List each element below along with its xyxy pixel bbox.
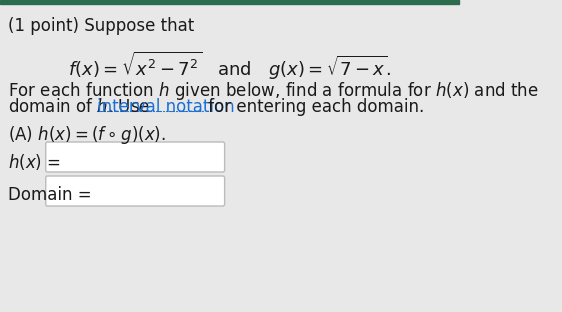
Text: $h(x)$ =: $h(x)$ = <box>8 152 61 172</box>
Bar <box>0 0 459 4</box>
FancyBboxPatch shape <box>46 176 225 206</box>
Text: domain of $h$. Use: domain of $h$. Use <box>8 98 151 116</box>
Text: (1 point) Suppose that: (1 point) Suppose that <box>8 17 194 35</box>
Text: interval notation: interval notation <box>97 98 235 116</box>
Text: for entering each domain.: for entering each domain. <box>202 98 424 116</box>
Text: (A) $h(x) = (f \circ g)(x).$: (A) $h(x) = (f \circ g)(x).$ <box>8 124 166 146</box>
Text: For each function $h$ given below, find a formula for $h(x)$ and the: For each function $h$ given below, find … <box>8 80 539 102</box>
Text: Domain =: Domain = <box>8 186 92 204</box>
FancyBboxPatch shape <box>46 142 225 172</box>
Text: $f(x) = \sqrt{x^2 - 7^2}$   and   $g(x) = \sqrt{7 - x}.$: $f(x) = \sqrt{x^2 - 7^2}$ and $g(x) = \s… <box>68 50 391 82</box>
